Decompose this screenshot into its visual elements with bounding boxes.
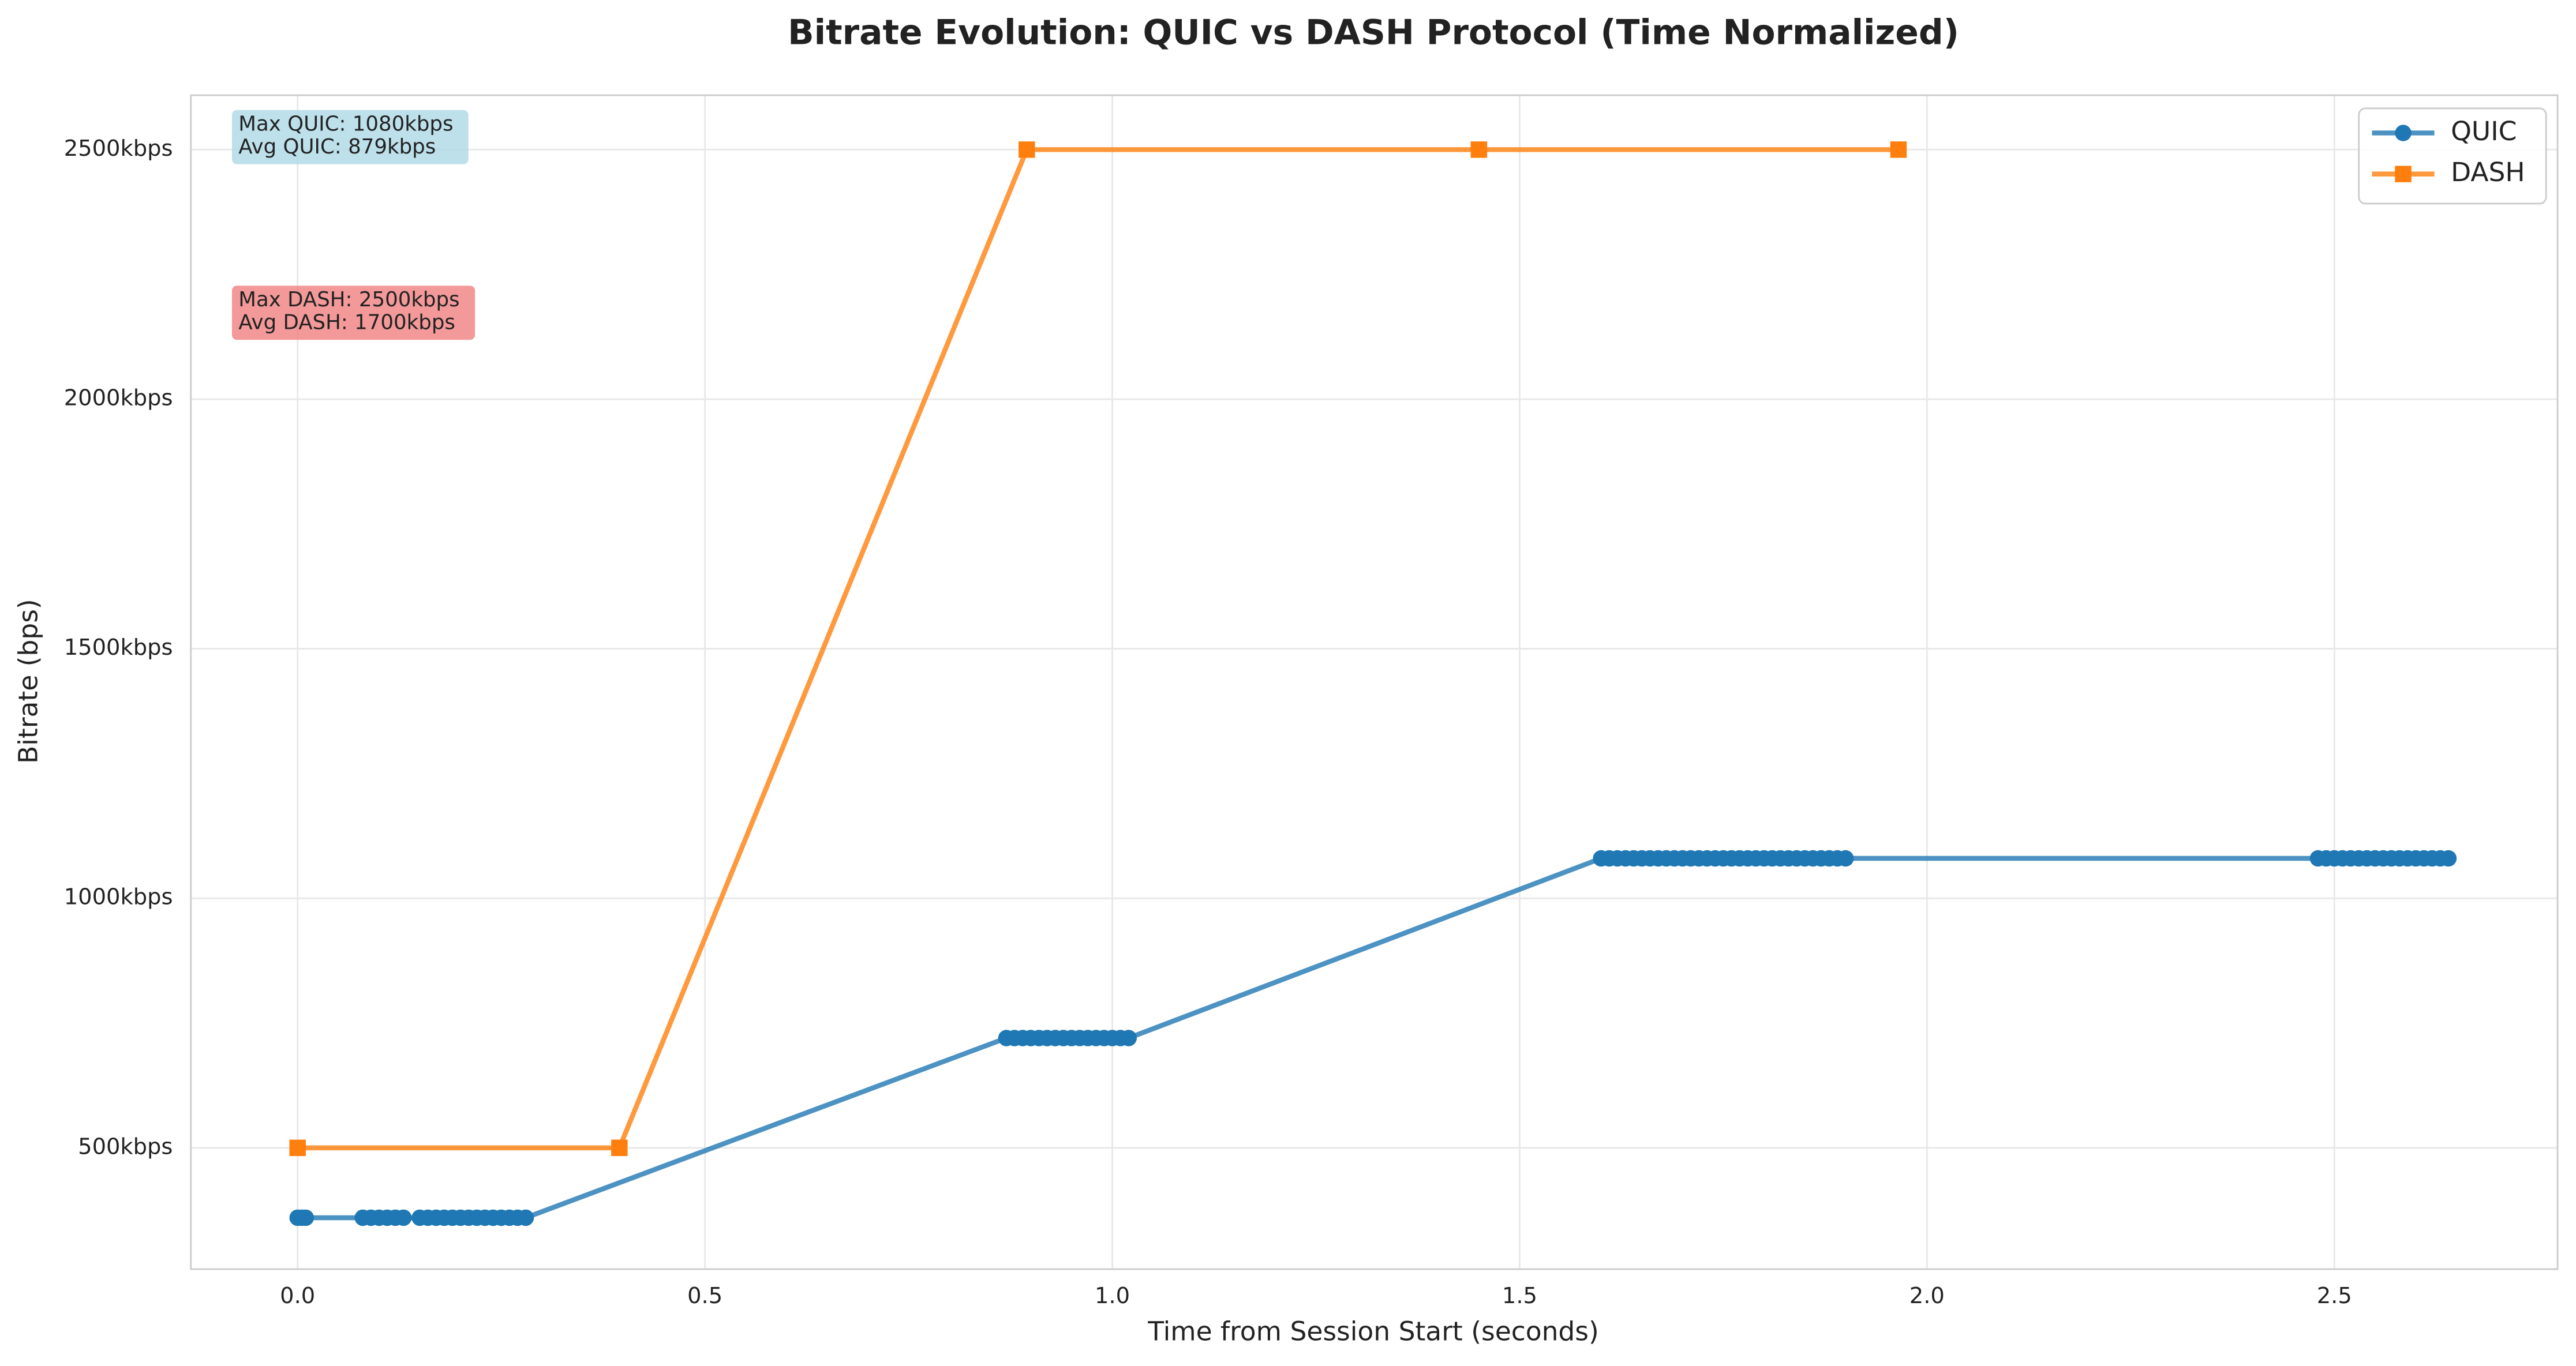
x-tick-label: 2.5 xyxy=(2317,1283,2352,1309)
legend-label: QUIC xyxy=(2451,116,2517,147)
data-marker xyxy=(2440,850,2457,867)
legend-marker xyxy=(2395,166,2412,182)
x-tick-label: 0.5 xyxy=(687,1283,722,1309)
data-marker xyxy=(297,1209,314,1226)
y-tick-label: 1500kbps xyxy=(64,635,173,661)
annotation-text: Avg DASH: 1700kbps xyxy=(238,311,455,335)
x-tick-label: 1.0 xyxy=(1095,1283,1130,1309)
y-tick-label: 1000kbps xyxy=(64,884,173,910)
legend-marker xyxy=(2395,125,2412,141)
data-marker xyxy=(611,1139,628,1157)
y-tick-label: 500kbps xyxy=(78,1134,173,1159)
data-marker xyxy=(395,1209,412,1226)
y-tick-label: 2000kbps xyxy=(64,385,173,411)
data-marker xyxy=(1120,1030,1137,1046)
data-marker xyxy=(1890,141,1907,158)
chart-title: Bitrate Evolution: QUIC vs DASH Protocol… xyxy=(788,13,1959,52)
x-tick-label: 2.0 xyxy=(1909,1283,1945,1309)
annotation-box xyxy=(231,110,469,164)
y-axis-label: Bitrate (bps) xyxy=(13,599,43,764)
plot-frame xyxy=(190,94,2559,1270)
annotation-box xyxy=(231,286,475,340)
legend-label: DASH xyxy=(2451,157,2525,187)
annotation-text: Max DASH: 2500kbps xyxy=(238,288,459,312)
x-tick-label: 0.0 xyxy=(280,1283,315,1309)
x-tick-label: 1.5 xyxy=(1502,1283,1537,1309)
x-axis-label: Time from Session Start (seconds) xyxy=(1147,1316,1599,1347)
annotation-text: Max QUIC: 1080kbps xyxy=(238,112,453,136)
data-marker xyxy=(289,1139,306,1157)
data-marker xyxy=(1470,141,1488,158)
annotation-text: Avg QUIC: 879kbps xyxy=(238,135,436,159)
y-tick-label: 2500kbps xyxy=(64,136,173,162)
data-marker xyxy=(1019,141,1035,158)
data-marker xyxy=(517,1209,534,1226)
data-marker xyxy=(1837,850,1854,867)
